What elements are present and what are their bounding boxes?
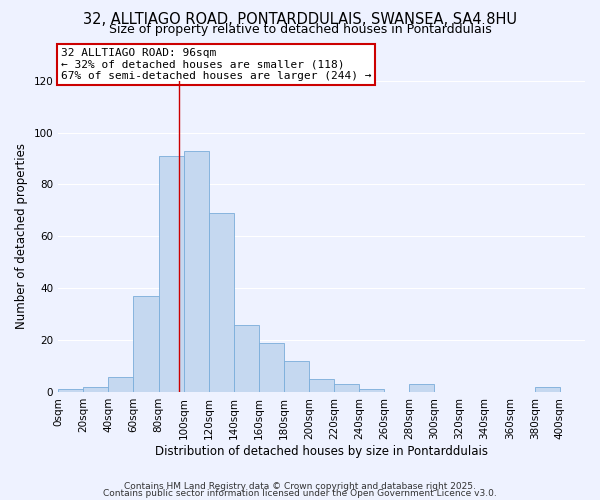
X-axis label: Distribution of detached houses by size in Pontarddulais: Distribution of detached houses by size … [155,444,488,458]
Text: Contains public sector information licensed under the Open Government Licence v3: Contains public sector information licen… [103,490,497,498]
Bar [334,384,359,392]
Bar [535,387,560,392]
Bar [409,384,434,392]
Bar [259,343,284,392]
Text: Contains HM Land Registry data © Crown copyright and database right 2025.: Contains HM Land Registry data © Crown c… [124,482,476,491]
Bar [83,387,109,392]
Bar [309,379,334,392]
Bar [184,151,209,392]
Y-axis label: Number of detached properties: Number of detached properties [15,144,28,330]
Bar [58,390,83,392]
Text: 32 ALLTIAGO ROAD: 96sqm
← 32% of detached houses are smaller (118)
67% of semi-d: 32 ALLTIAGO ROAD: 96sqm ← 32% of detache… [61,48,371,80]
Text: Size of property relative to detached houses in Pontarddulais: Size of property relative to detached ho… [109,24,491,36]
Bar [284,361,309,392]
Bar [209,213,234,392]
Text: 32, ALLTIAGO ROAD, PONTARDDULAIS, SWANSEA, SA4 8HU: 32, ALLTIAGO ROAD, PONTARDDULAIS, SWANSE… [83,12,517,28]
Bar [359,390,385,392]
Bar [109,376,133,392]
Bar [234,324,259,392]
Bar [133,296,158,392]
Bar [158,156,184,392]
